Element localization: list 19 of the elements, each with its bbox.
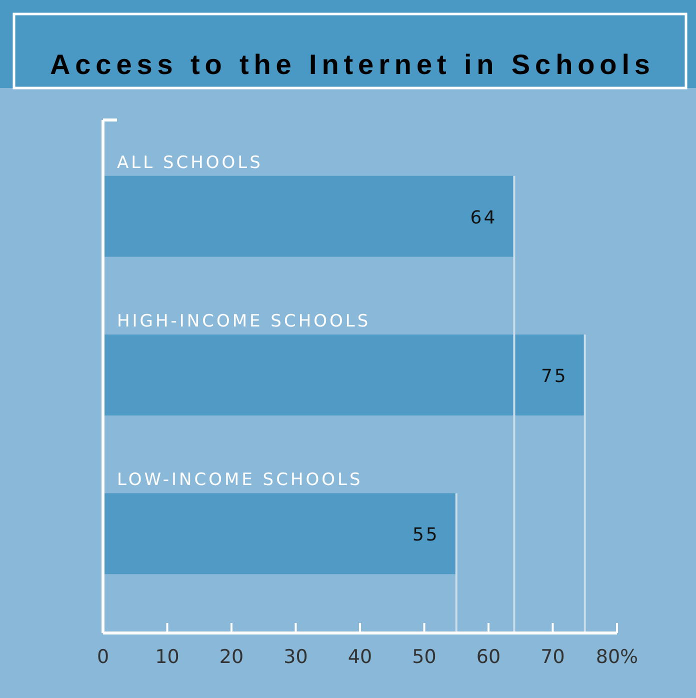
y-tick-label: HIGH-INCOME SCHOOLS — [117, 312, 371, 332]
x-tick-label: 40 — [348, 646, 372, 668]
x-tick-label: 60 — [476, 646, 501, 668]
x-tick-label: 30 — [284, 646, 308, 668]
bar — [103, 493, 456, 574]
x-tick-label: 50 — [412, 646, 436, 668]
x-tick-label: 80% — [596, 646, 638, 668]
data-label: 55 — [412, 524, 440, 546]
chart-title: Access to the Internet in Schools — [50, 49, 650, 80]
x-tick-label: 10 — [155, 646, 180, 668]
data-label: 75 — [540, 366, 568, 387]
bar — [103, 334, 585, 416]
y-tick-label: ALL SCHOOLS — [117, 152, 263, 173]
bar — [103, 176, 514, 257]
x-tick-label: 0 — [96, 646, 110, 668]
y-tick-label: LOW-INCOME SCHOOLS — [117, 470, 363, 490]
x-tick-label: 20 — [219, 646, 244, 668]
x-tick-label: 70 — [540, 646, 565, 668]
data-label: 64 — [470, 207, 498, 228]
